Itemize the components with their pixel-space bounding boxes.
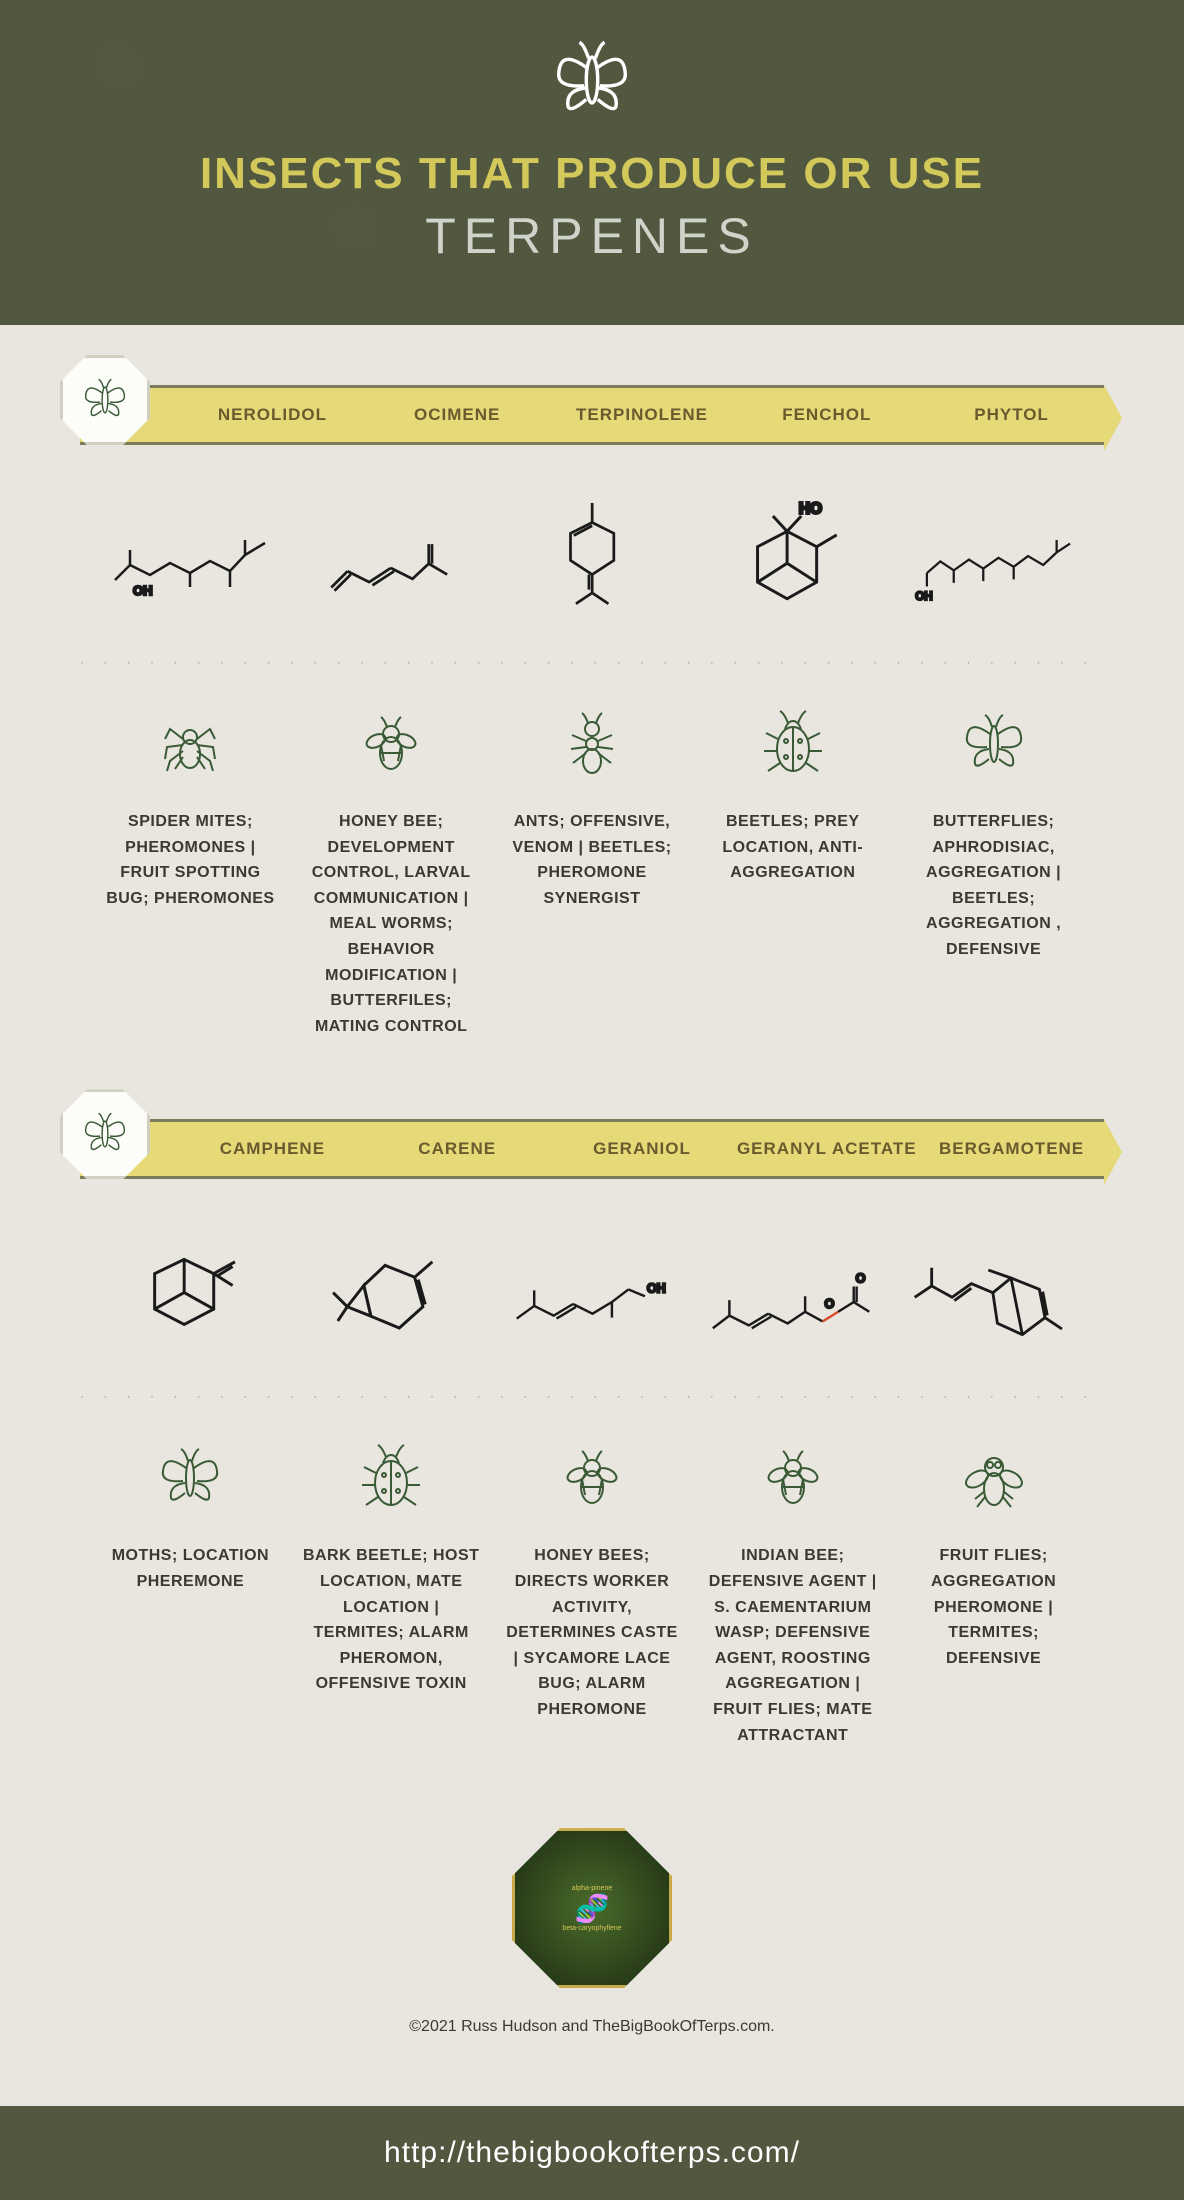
molecule-geraniol — [502, 1219, 683, 1359]
molecule-carene — [301, 1219, 482, 1359]
insect-desc: SPIDER MITES; PHEROMONES | FRUIT SPOTTIN… — [100, 809, 281, 911]
ribbon-badge-icon — [60, 1089, 150, 1179]
section-1: NEROLIDOL OCIMENE TERPINOLENE FENCHOL PH… — [80, 385, 1104, 1039]
insect-desc: BEETLES; PREY LOCATION, ANTI-AGGREGATION — [702, 809, 883, 886]
divider-dots: · · · · · · · · · · · · · · · · · · · · … — [80, 1389, 1104, 1403]
molecule-terpinolene — [502, 485, 683, 625]
terpene-header: TERPINOLENE — [550, 405, 735, 425]
molecule-nerolidol — [100, 485, 281, 625]
molecule-row — [80, 485, 1104, 625]
terpene-header: NEROLIDOL — [180, 405, 365, 425]
footer-url: http://thebigbookofterps.com/ — [30, 2136, 1154, 2170]
copyright-text: ©2021 Russ Hudson and TheBigBookOfTerps.… — [80, 2018, 1104, 2036]
insect-desc: BUTTERFLIES; APHRODISIAC, AGGREGATION | … — [903, 809, 1084, 963]
molecule-fenchol — [702, 485, 883, 625]
insect-desc: HONEY BEES; DIRECTS WORKER ACTIVITY, DET… — [502, 1543, 683, 1722]
molecule-phytol — [903, 485, 1084, 625]
insect-row: MOTHS; LOCATION PHEREMONE BARK BEETLE; H… — [80, 1433, 1104, 1748]
ant-icon — [502, 699, 683, 789]
page-header: INSECTS THAT PRODUCE OR USE TERPENES — [0, 0, 1184, 325]
beetle-icon — [301, 1433, 482, 1523]
ribbon-badge-icon — [60, 355, 150, 445]
molecule-camphene — [100, 1219, 281, 1359]
site-logo: alpha-pinene 🧬 beta-caryophyllene — [80, 1828, 1104, 1988]
terpene-header: CARENE — [365, 1139, 550, 1159]
title-sub: TERPENES — [0, 207, 1184, 265]
divider-dots: · · · · · · · · · · · · · · · · · · · · … — [80, 655, 1104, 669]
insect-desc: ANTS; OFFENSIVE, VENOM | BEETLES; PHEROM… — [502, 809, 683, 911]
insect-desc: MOTHS; LOCATION PHEREMONE — [100, 1543, 281, 1594]
spider-icon — [100, 699, 281, 789]
section-2-ribbon: CAMPHENE CARENE GERANIOL GERANYL ACETATE… — [80, 1119, 1104, 1179]
butterfly-icon — [100, 1433, 281, 1523]
molecule-row — [80, 1219, 1104, 1359]
insect-desc: BARK BEETLE; HOST LOCATION, MATE LOCATIO… — [301, 1543, 482, 1697]
fly-icon — [903, 1433, 1084, 1523]
footer-bar: http://thebigbookofterps.com/ — [0, 2106, 1184, 2200]
molecule-ocimene — [301, 485, 482, 625]
bee-icon — [502, 1433, 683, 1523]
content-area: NEROLIDOL OCIMENE TERPINOLENE FENCHOL PH… — [0, 325, 1184, 2106]
bee-icon — [702, 1433, 883, 1523]
terpene-header: OCIMENE — [365, 405, 550, 425]
insect-desc: HONEY BEE; DEVELOPMENT CONTROL, LARVAL C… — [301, 809, 482, 1039]
insect-desc: INDIAN BEE; DEFENSIVE AGENT | S. CAEMENT… — [702, 1543, 883, 1748]
terpene-header: PHYTOL — [919, 405, 1104, 425]
terpene-header: FENCHOL — [734, 405, 919, 425]
molecule-geranyl-acetate — [702, 1219, 883, 1359]
section-2: CAMPHENE CARENE GERANIOL GERANYL ACETATE… — [80, 1119, 1104, 1748]
header-butterfly-icon — [0, 40, 1184, 125]
terpene-header: GERANYL ACETATE — [734, 1139, 919, 1159]
bee-icon — [301, 699, 482, 789]
molecule-bergamotene — [903, 1219, 1084, 1359]
butterfly-icon — [903, 699, 1084, 789]
terpene-header: CAMPHENE — [180, 1139, 365, 1159]
insect-row: SPIDER MITES; PHEROMONES | FRUIT SPOTTIN… — [80, 699, 1104, 1039]
title-main: INSECTS THAT PRODUCE OR USE — [0, 149, 1184, 199]
beetle-icon — [702, 699, 883, 789]
section-1-ribbon: NEROLIDOL OCIMENE TERPINOLENE FENCHOL PH… — [80, 385, 1104, 445]
terpene-header: GERANIOL — [550, 1139, 735, 1159]
terpene-header: BERGAMOTENE — [919, 1139, 1104, 1159]
insect-desc: FRUIT FLIES; AGGREGATION PHEROMONE | TER… — [903, 1543, 1084, 1671]
